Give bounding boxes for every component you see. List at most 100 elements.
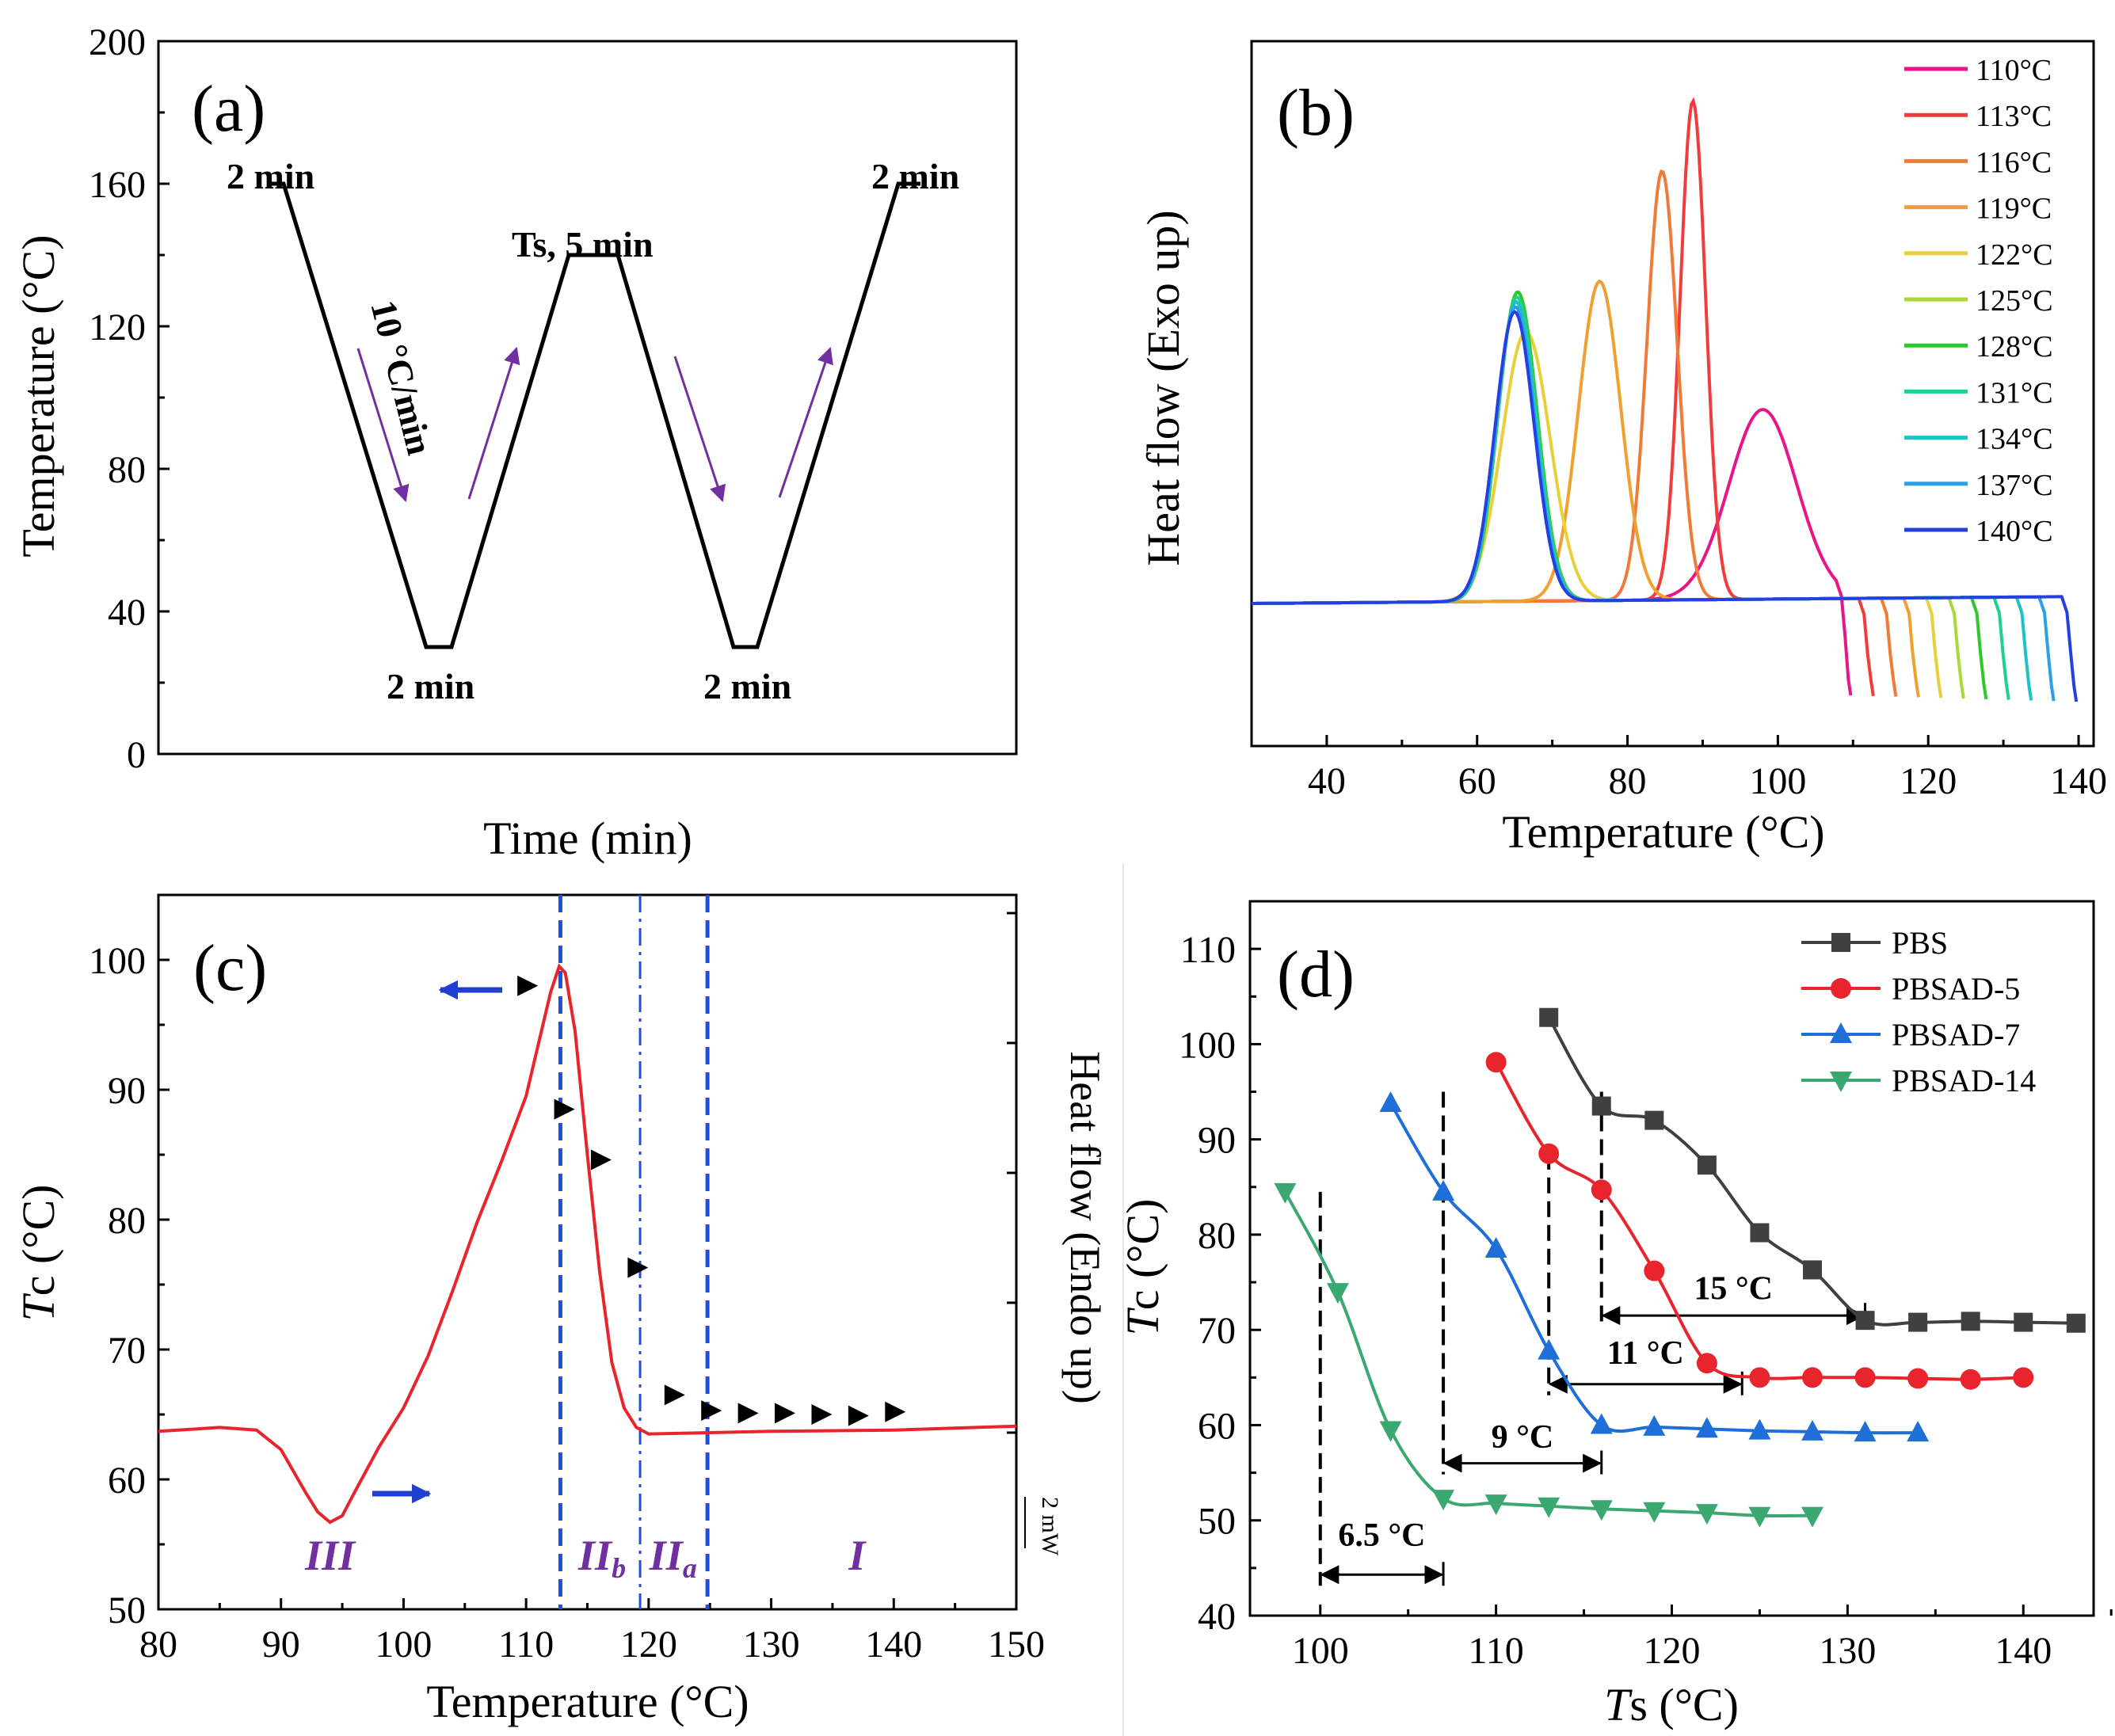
panel-b-legend-label: 125°C bbox=[1976, 284, 2053, 318]
panel-d-ytick-label: 90 bbox=[1198, 1120, 1236, 1162]
panel-c-region-main: I bbox=[848, 1532, 867, 1579]
panel-b-legend-label: 116°C bbox=[1976, 146, 2052, 179]
panel-d-brackets: 15 °C 11 °C 9 °C 6.5 °C bbox=[1318, 1091, 1867, 1586]
panel-c-right-ticks bbox=[1007, 912, 1016, 1434]
panel-d-marker-triangle-up bbox=[1801, 1419, 1823, 1441]
panel-d-marker-triangle-up bbox=[1907, 1421, 1930, 1442]
panel-d-frame bbox=[1248, 900, 2095, 1617]
panel-a-temperature-program bbox=[268, 181, 920, 649]
panel-d-marker-triangle-down bbox=[1748, 1506, 1771, 1528]
panel-d-legend-label: PBSAD-14 bbox=[1892, 1063, 2036, 1098]
panel-b-xlabel: Temperature (°C) bbox=[1502, 806, 1824, 858]
panel-a: 0 40 80 120 160 200 (a) Temperature (°C) Time… bbox=[13, 21, 1018, 864]
panel-c-marker bbox=[590, 1149, 612, 1171]
panel-d-ylabel-rest: c (°C) bbox=[1117, 1198, 1168, 1310]
panel-b-xtick-label: 60 bbox=[1458, 760, 1496, 802]
panel-c-marker bbox=[664, 1384, 685, 1406]
panel-c-region-label: I bbox=[848, 1532, 867, 1579]
panel-a-xlabel: Time (min) bbox=[483, 813, 692, 864]
panel-c-ytick-label: 70 bbox=[108, 1330, 146, 1372]
panel-a-annotation-2: 2 min bbox=[387, 666, 474, 706]
panel-c: 80 90 100 110 120 130 140 150 50 60 70 80 90 100 (c)… bbox=[13, 893, 1109, 1727]
panel-d-xtick-label: 100 bbox=[1292, 1630, 1349, 1672]
panel-d-bracket-label: 9 °C bbox=[1492, 1419, 1554, 1456]
panel-d-marker-triangle-up bbox=[1695, 1417, 1718, 1438]
panel-d-ytick-label: 100 bbox=[1179, 1024, 1236, 1066]
panel-c-ytick-label: 100 bbox=[89, 940, 146, 982]
panel-a-ytick-label: 80 bbox=[108, 449, 146, 491]
panel-b-legend-label: 140°C bbox=[1976, 515, 2053, 548]
panel-c-xticks: 80 90 100 110 120 130 140 150 bbox=[139, 1598, 1045, 1666]
panel-d-ytick-label: 40 bbox=[1198, 1596, 1236, 1638]
panel-d-series bbox=[1274, 1007, 2086, 1528]
panel-c-xtick-label: 140 bbox=[865, 1624, 922, 1666]
panel-d-bracket-label: 15 °C bbox=[1694, 1270, 1773, 1307]
panel-d-ytick-label: 80 bbox=[1198, 1215, 1236, 1257]
panel-d-marker-circle bbox=[1831, 978, 1851, 999]
panel-d-marker-triangle-down bbox=[1326, 1283, 1349, 1304]
panel-a-arrow-2 bbox=[467, 346, 520, 500]
panel-d-marker-triangle-up bbox=[1379, 1091, 1402, 1112]
panel-c-region-sub: b bbox=[612, 1552, 626, 1584]
panel-d-marker-square bbox=[2014, 1312, 2033, 1332]
panel-d-legend-label: PBS bbox=[1892, 925, 1948, 961]
panel-c-xtick-label: 80 bbox=[139, 1624, 177, 1666]
panel-d-xtick-label: 130 bbox=[1819, 1630, 1876, 1672]
panel-c-region-sub: a bbox=[683, 1552, 697, 1584]
panel-a-ytick-label: 120 bbox=[89, 306, 146, 348]
panel-b-xticks: 40 60 80 100 120 140 bbox=[1250, 735, 2107, 802]
panel-d-label: (d) bbox=[1277, 938, 1355, 1011]
panel-c-marker bbox=[554, 1098, 575, 1120]
panel-d-ytick-label: 70 bbox=[1198, 1310, 1236, 1352]
panel-d-marker-square bbox=[2066, 1313, 2086, 1333]
panel-d-marker-triangle-down bbox=[1484, 1494, 1507, 1516]
panel-b-curve-140 bbox=[1252, 310, 2079, 702]
panel-d-ytick-label: 50 bbox=[1198, 1501, 1236, 1543]
panel-d-marker-square bbox=[1750, 1223, 1770, 1243]
panel-b-ylabel: Heat flow (Exo up) bbox=[1138, 210, 1189, 565]
panel-b-curve-134 bbox=[1252, 299, 2033, 701]
panel-d-yticks: 40 50 60 70 80 90 100 110 bbox=[1179, 929, 1261, 1638]
panel-d-marker-triangle-up bbox=[1484, 1236, 1507, 1258]
panel-d-marker-circle bbox=[1854, 1367, 1876, 1388]
panel-d-marker-circle bbox=[1696, 1353, 1717, 1374]
panel-d-marker-circle bbox=[1802, 1367, 1823, 1388]
panel-d-legend-label: PBSAD-5 bbox=[1892, 971, 2020, 1007]
panel-d-bracket-label: 11 °C bbox=[1607, 1335, 1684, 1372]
panel-c-ylabel: Tc (°C) bbox=[13, 1184, 64, 1321]
panel-c-region-label: IIb bbox=[577, 1532, 626, 1584]
panel-d-ylabel-italic: T bbox=[1117, 1308, 1168, 1336]
panel-a-arrow-1 bbox=[356, 348, 410, 503]
panel-b-frame bbox=[1250, 40, 2095, 748]
panel-c-heat-flow-curve bbox=[158, 963, 1017, 1525]
panel-c-ytick-label: 90 bbox=[108, 1070, 146, 1112]
panel-a-arrow-4 bbox=[778, 347, 833, 498]
panel-c-marker bbox=[517, 975, 539, 996]
panel-d-marker-square bbox=[1697, 1155, 1717, 1175]
panel-b-curve-116 bbox=[1252, 169, 1898, 697]
panel-a-ylabel: Temperature (°C) bbox=[13, 234, 64, 557]
panel-c-xtick-label: 100 bbox=[375, 1624, 432, 1666]
panel-b-xtick-label: 80 bbox=[1609, 760, 1647, 802]
panel-d-marker-triangle-up bbox=[1854, 1421, 1877, 1442]
panel-c-ylabel-right: Heat flow (Endo up) bbox=[1061, 1051, 1109, 1403]
panel-c-frame bbox=[157, 893, 1018, 1611]
panel-d-marker-circle bbox=[1591, 1179, 1612, 1201]
panel-d-marker-triangle-down bbox=[1432, 1490, 1455, 1511]
panel-c-marker bbox=[775, 1403, 796, 1424]
panel-d-bracket-label: 6.5 °C bbox=[1338, 1517, 1425, 1554]
panel-c-xtick-label: 130 bbox=[743, 1624, 800, 1666]
panel-d-xtick-label: 140 bbox=[1995, 1630, 2052, 1672]
panel-c-marker bbox=[885, 1401, 906, 1422]
panel-d-marker-triangle-up bbox=[1830, 1022, 1852, 1043]
panel-b-legend-label: 134°C bbox=[1976, 423, 2053, 456]
panel-c-xlabel: Temperature (°C) bbox=[426, 1676, 749, 1727]
panel-c-ylabel-rest: c (°C) bbox=[13, 1184, 64, 1296]
panel-b-legend-label: 137°C bbox=[1976, 469, 2053, 502]
panel-d-ytick-label: 60 bbox=[1198, 1405, 1236, 1447]
panel-a-yticks: 0 40 80 120 160 200 bbox=[89, 21, 170, 776]
panel-d: 100 110 120 130 140 40 50 60 70 80 90 100 110 (d) T… bbox=[1117, 863, 2113, 1736]
panel-c-region-labels: III IIb IIa I bbox=[304, 1532, 867, 1584]
panel-b-legend-label: 113°C bbox=[1976, 100, 2052, 133]
